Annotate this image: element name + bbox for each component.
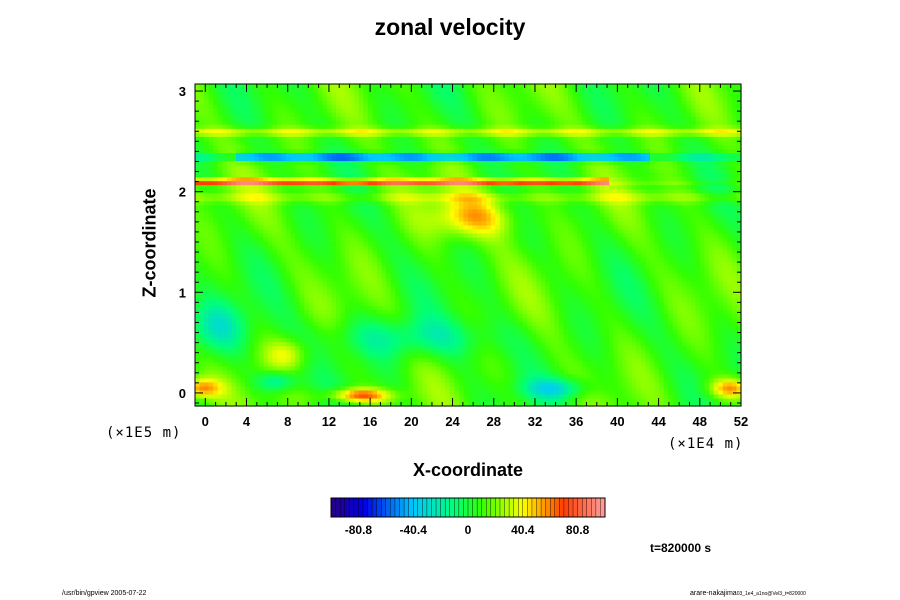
colorbar-bin — [463, 497, 469, 518]
colorbar-bin — [495, 497, 501, 518]
colorbar-bin — [422, 497, 428, 518]
colorbar-bin — [381, 497, 387, 518]
colorbar-bin — [545, 497, 551, 518]
x-tick-label: 36 — [569, 414, 583, 429]
y-axis-unit: (×1E5 m) — [106, 425, 182, 441]
x-tick-label: 16 — [363, 414, 377, 429]
colorbar-bin — [472, 497, 478, 518]
colorbar-bin — [563, 497, 569, 518]
heatmap-field — [195, 84, 742, 407]
x-tick-label: 48 — [693, 414, 707, 429]
colorbar-bin — [358, 497, 364, 518]
colorbar-bin — [426, 497, 432, 518]
x-tick-label: 8 — [284, 414, 291, 429]
x-tick-label: 0 — [202, 414, 209, 429]
x-tick-label: 24 — [445, 414, 460, 429]
colorbar-bin — [490, 497, 496, 518]
colorbar-bin — [431, 497, 437, 518]
colorbar-bin — [435, 497, 442, 518]
colorbar-bin — [581, 497, 588, 518]
x-tick-label: 4 — [243, 414, 251, 429]
colorbar — [330, 497, 606, 518]
colorbar-bin — [591, 497, 597, 518]
colorbar-bin — [353, 497, 359, 518]
y-tick-label: 1 — [179, 285, 186, 300]
x-axis-unit: (×1E4 m) — [668, 436, 744, 452]
colorbar-bin — [486, 497, 492, 518]
colorbar-bin — [476, 497, 483, 518]
x-tick-label: 28 — [487, 414, 501, 429]
colorbar-bin — [362, 497, 369, 518]
footer-right-sub: 03_1e4_a1no@Vel3_t=820000 — [736, 591, 806, 597]
colorbar-bin — [481, 497, 487, 518]
colorbar-bin — [371, 497, 378, 518]
colorbar-bin — [568, 497, 574, 518]
colorbar-bin — [349, 497, 355, 518]
colorbar-bin — [595, 497, 601, 518]
colorbar-bin — [559, 497, 565, 518]
colorbar-bin — [367, 497, 373, 518]
colorbar-bin — [344, 497, 350, 518]
colorbar-bin — [376, 497, 382, 518]
colorbar-bin — [444, 497, 451, 518]
footer-left: /usr/bin/gpview 2005-07-22 — [62, 590, 147, 597]
colorbar-bin — [454, 497, 460, 518]
plot-frame — [194, 83, 742, 407]
colorbar-bin — [513, 497, 519, 518]
colorbar-bin — [518, 497, 524, 518]
colorbar-bin — [385, 497, 391, 518]
y-tick-label: 2 — [179, 185, 186, 200]
colorbar-tick-label: -40.4 — [400, 523, 428, 537]
colorbar-bin — [403, 497, 410, 518]
colorbar-bin — [527, 497, 533, 518]
x-tick-label: 52 — [734, 414, 748, 429]
colorbar-bin — [540, 497, 547, 518]
colorbar-bin — [408, 497, 414, 518]
colorbar-bin — [504, 497, 510, 518]
colorbar-bin — [467, 497, 474, 518]
y-tick-label: 3 — [179, 84, 186, 99]
colorbar-tick-label: -80.8 — [345, 523, 373, 537]
colorbar-bin — [417, 497, 423, 518]
x-tick-label: 20 — [404, 414, 418, 429]
x-tick-label: 12 — [322, 414, 336, 429]
footer-right: arare-nakajima03_1e4_a1no@Vel3_t=820000 — [690, 590, 806, 597]
x-tick-label: 40 — [610, 414, 624, 429]
y-tick-label: 0 — [179, 386, 186, 401]
colorbar-tick-label: 40.4 — [511, 523, 535, 537]
colorbar-tick-label: 80.8 — [566, 523, 590, 537]
colorbar-bin — [330, 497, 337, 518]
chart-title: zonal velocity — [374, 14, 526, 40]
colorbar-bin — [458, 497, 464, 518]
colorbar-bin — [536, 497, 542, 518]
x-axis-label: X-coordinate — [412, 460, 523, 480]
colorbar-bin — [577, 497, 583, 518]
colorbar-bin — [572, 497, 579, 518]
colorbar-bin — [449, 497, 455, 518]
colorbar-frame — [330, 497, 606, 518]
colorbar-bin — [550, 497, 556, 518]
colorbar-bin — [339, 497, 346, 518]
x-tick-label: 44 — [651, 414, 666, 429]
colorbar-bin — [531, 497, 537, 518]
time-label: t=820000 s — [650, 541, 712, 555]
colorbar-bin — [335, 497, 341, 518]
colorbar-bin — [399, 497, 405, 518]
colorbar-bin — [522, 497, 528, 518]
colorbar-tick-label: 0 — [465, 523, 472, 537]
colorbar-bin — [499, 497, 506, 518]
colorbar-bin — [413, 497, 419, 518]
colorbar-bin — [440, 497, 446, 518]
colorbar-bin — [586, 497, 592, 518]
colorbar-bin — [390, 497, 396, 518]
colorbar-bin — [508, 497, 515, 518]
footer-right-main: arare-nakajima — [690, 590, 737, 597]
colorbar-bin — [394, 497, 400, 518]
x-tick-label: 32 — [528, 414, 542, 429]
colorbar-bin — [554, 497, 560, 518]
